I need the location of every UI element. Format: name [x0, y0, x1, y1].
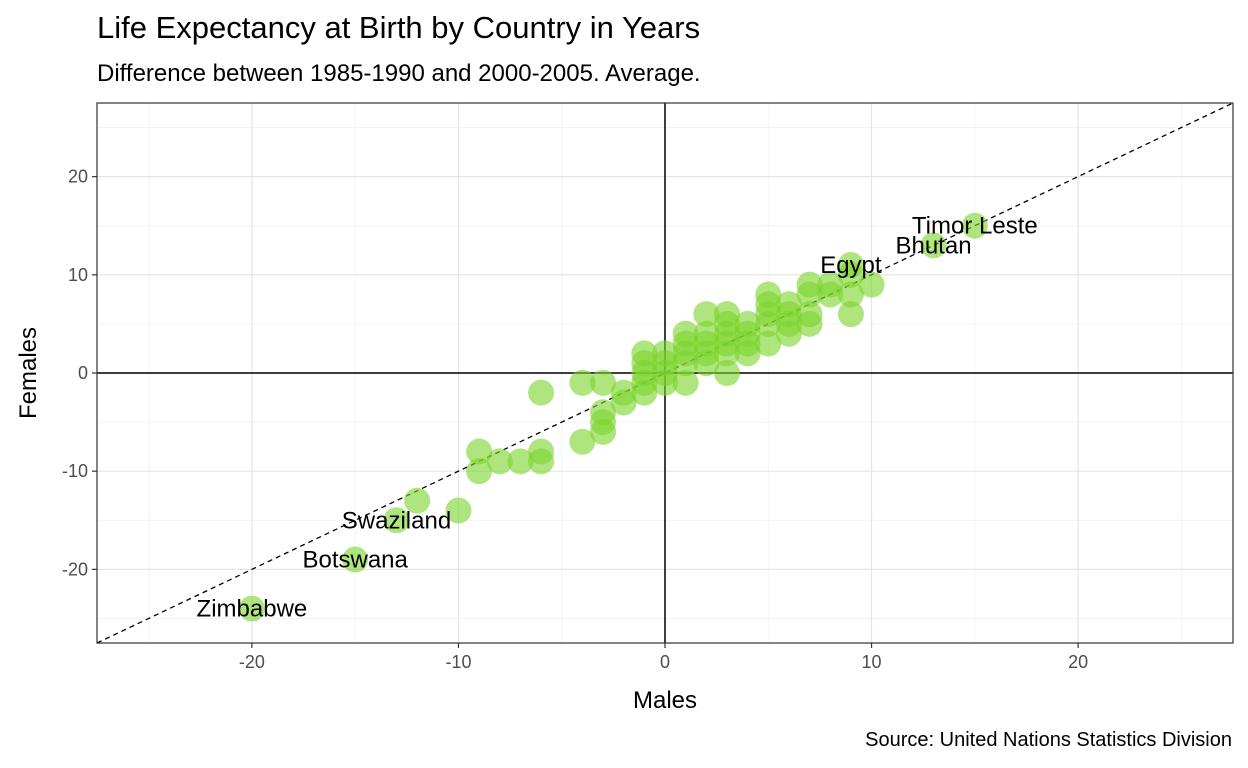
- data-point: [734, 340, 761, 367]
- data-point: [713, 340, 740, 367]
- data-point: [775, 320, 802, 347]
- y-axis-title: Females: [15, 327, 42, 419]
- data-point: [569, 369, 596, 396]
- data-point: [693, 350, 720, 377]
- data-point: [238, 595, 265, 622]
- data-point: [528, 379, 555, 406]
- data-point: [713, 360, 740, 386]
- data-point: [837, 301, 864, 328]
- y-tick-label: 20: [68, 167, 88, 187]
- x-tick-label: -10: [445, 652, 471, 672]
- y-tick-label: 0: [78, 363, 88, 383]
- data-point: [383, 507, 410, 534]
- data-point: [796, 310, 823, 337]
- country-label: Swaziland: [342, 507, 451, 534]
- data-point: [961, 212, 988, 239]
- data-point: [590, 369, 617, 396]
- axis-ticks: -20 -10 0 10 20 -20 -10 0 10 20: [62, 167, 1088, 672]
- y-tick-label: -10: [62, 461, 88, 481]
- x-tick-label: 0: [660, 652, 670, 672]
- data-point: [920, 232, 947, 259]
- data-points: [238, 212, 988, 622]
- data-point: [342, 546, 369, 573]
- data-point: [755, 310, 782, 337]
- country-label: Egypt: [820, 252, 882, 279]
- data-point: [528, 448, 555, 475]
- y-tick-label: -20: [62, 559, 88, 579]
- data-point: [507, 448, 534, 475]
- data-point: [837, 281, 864, 308]
- data-point: [466, 458, 493, 485]
- country-label: Timor Leste: [912, 213, 1038, 240]
- data-point: [672, 350, 699, 377]
- chart-subtitle: Difference between 1985-1990 and 2000-20…: [97, 60, 701, 87]
- data-point: [672, 369, 699, 396]
- y-tick-label: 10: [68, 265, 88, 285]
- country-label: Botswana: [302, 547, 408, 574]
- data-point: [817, 281, 844, 308]
- x-tick-label: 10: [862, 652, 882, 672]
- data-point: [610, 389, 637, 416]
- data-point: [631, 379, 658, 406]
- data-point: [837, 261, 864, 288]
- data-point: [796, 281, 823, 308]
- data-point: [445, 497, 472, 524]
- data-point: [404, 487, 431, 514]
- point-labels: Zimbabwe Botswana Swaziland Egypt BhutanTimo…: [197, 213, 1038, 623]
- chart-caption: Source: United Nations Statistics Divisi…: [865, 729, 1232, 751]
- country-label: Bhutan: [895, 232, 971, 259]
- x-axis-title: Males: [633, 687, 697, 714]
- identity-dashed-line: [96, 102, 1234, 644]
- data-point: [755, 330, 782, 357]
- data-point: [590, 418, 617, 445]
- data-point: [466, 438, 493, 465]
- data-point: [858, 271, 885, 298]
- data-point: [652, 369, 678, 396]
- x-tick-label: 20: [1068, 652, 1088, 672]
- data-point: [569, 428, 596, 455]
- chart-title: Life Expectancy at Birth by Country in Y…: [97, 10, 701, 45]
- data-point: [486, 448, 513, 475]
- x-tick-label: -20: [239, 652, 265, 672]
- data-point: [693, 301, 720, 328]
- country-label: Zimbabwe: [197, 596, 308, 623]
